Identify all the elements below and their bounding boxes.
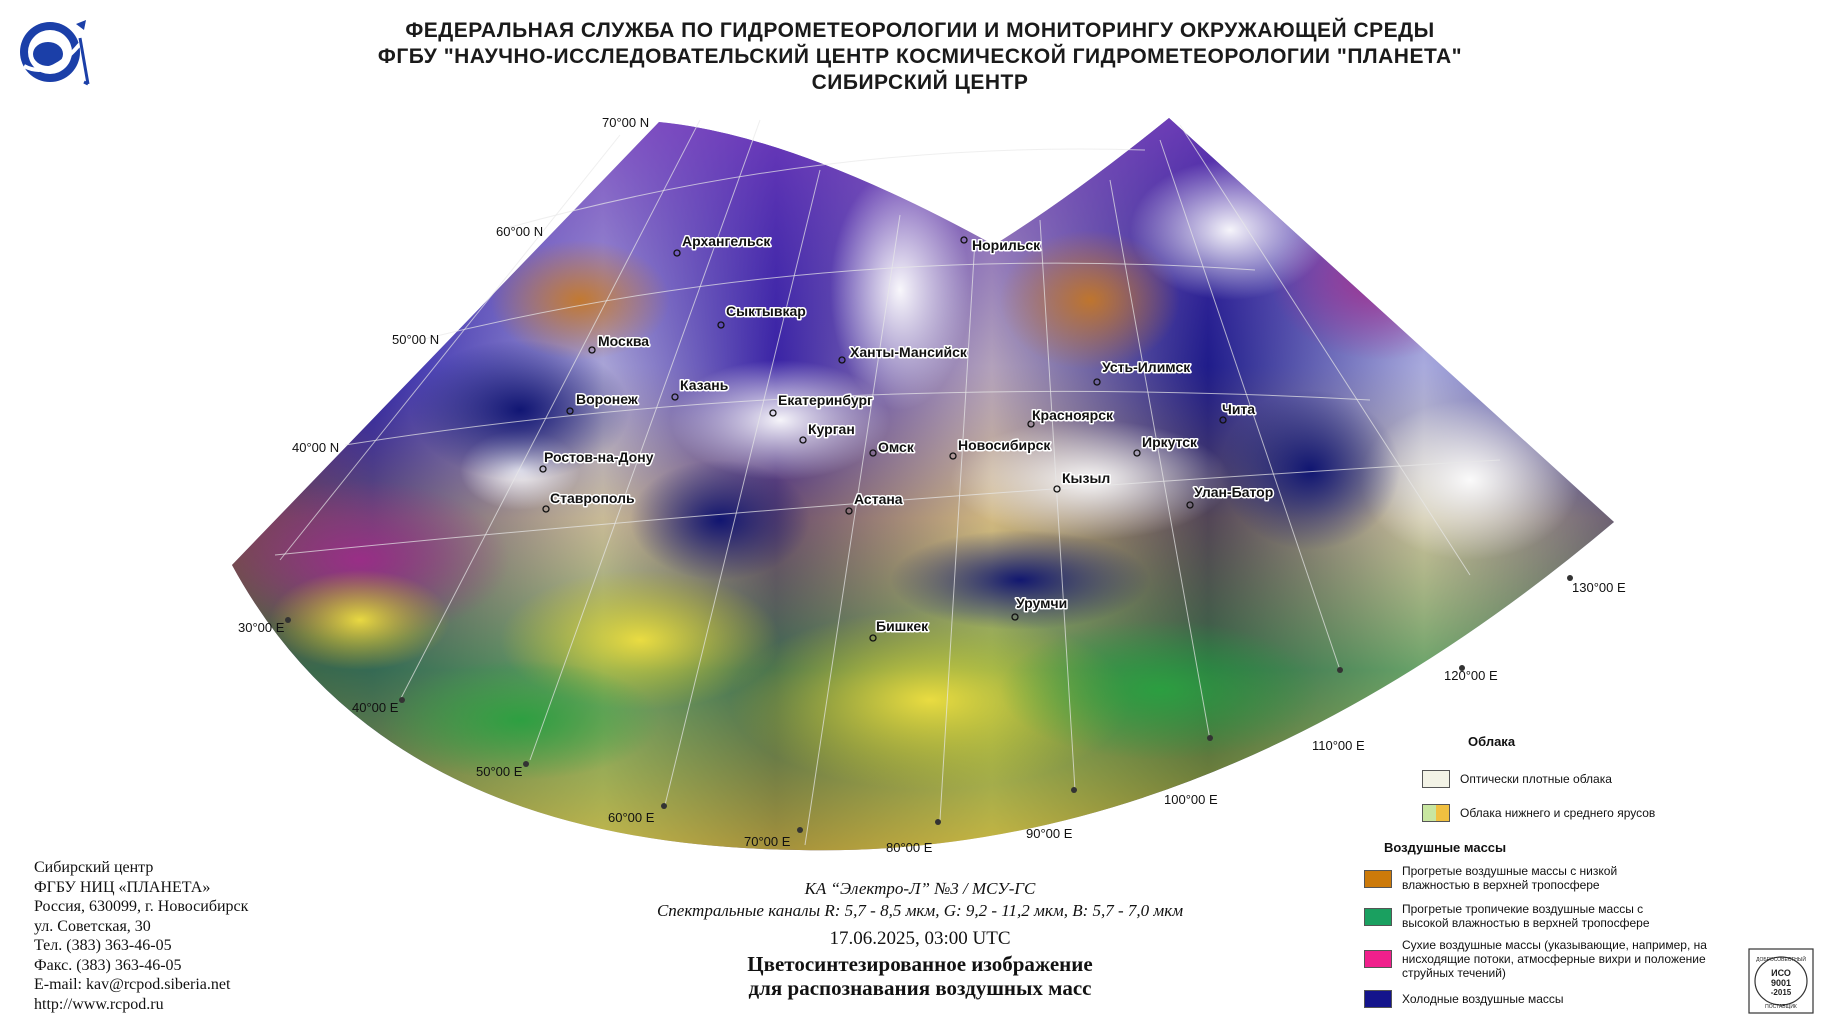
- city-label-krasnoyarsk: Красноярск: [1032, 407, 1114, 423]
- lat-label-60: 60°00 N: [496, 224, 543, 239]
- city-label-omsk: Омск: [878, 439, 915, 455]
- lon-label-120: 120°00 E: [1444, 668, 1498, 683]
- lat-label-70: 70°00 N: [602, 115, 649, 130]
- legend-swatch: [1422, 770, 1450, 788]
- legend-swatch: [1364, 950, 1392, 968]
- lon-label-30: 30°00 E: [238, 620, 285, 635]
- fax: Факс. (383) 363-46-05: [34, 956, 182, 974]
- legend-item-cold: Холодные воздушные массы: [1364, 990, 1564, 1008]
- legend-swatch: [1364, 990, 1392, 1008]
- city-label-khanty-mansiysk: Ханты-Мансийск: [850, 344, 968, 360]
- legend-item-low-mid-clouds: Облака нижнего и среднего ярусов: [1422, 804, 1655, 822]
- svg-text:9001: 9001: [1771, 978, 1791, 988]
- legend-label: Прогретые тропичекие воздушные массы с в…: [1402, 902, 1650, 930]
- city-label-ekaterinburg: Екатеринбург: [778, 392, 873, 408]
- city-markers: [539, 236, 1227, 642]
- observation-datetime: 17.06.2025, 03:00 UTC: [829, 928, 1011, 949]
- satellite-imagery: [232, 118, 1614, 851]
- city-label-astana: Астана: [854, 491, 903, 507]
- legend-item-warm-moist: Прогретые тропичекие воздушные массы с в…: [1364, 902, 1652, 930]
- svg-text:-2015: -2015: [1771, 988, 1792, 997]
- lon-label-50: 50°00 E: [476, 764, 523, 779]
- city-label-bishkek: Бишкек: [876, 618, 929, 634]
- lat-label-40: 40°00 N: [292, 440, 339, 455]
- graticule: [274, 119, 1501, 846]
- address-line: ФГБУ НИЦ «ПЛАНЕТА»: [34, 878, 211, 896]
- lon-label-100: 100°00 E: [1164, 792, 1218, 807]
- city-label-kazan: Казань: [680, 377, 729, 393]
- satellite-name: КА “Электро-Л” №3 / МСУ-ГС: [804, 879, 1036, 898]
- lon-label-40: 40°00 E: [352, 700, 399, 715]
- address-line: Сибирский центр: [34, 859, 154, 876]
- grid-end-markers: [285, 575, 1573, 833]
- legend-swatch: [1364, 870, 1392, 888]
- agency-header: ФЕДЕРАЛЬНАЯ СЛУЖБА ПО ГИДРОМЕТЕОРОЛОГИИ …: [260, 18, 1580, 96]
- legend-swatch: [1422, 804, 1450, 822]
- lon-label-130: 130°00 E: [1572, 580, 1626, 595]
- contact-address: Сибирский центр ФГБУ НИЦ «ПЛАНЕТА» Росси…: [34, 858, 248, 1014]
- city-label-syktyvkar: Сыктывкар: [726, 303, 806, 319]
- city-label-kurgan: Курган: [808, 421, 855, 437]
- svg-text:ДОБРОСОВЕСТНЫЙ: ДОБРОСОВЕСТНЫЙ: [1756, 955, 1806, 963]
- legend-swatch: [1364, 908, 1392, 926]
- legend-item-dry: Сухие воздушные массы (указывающие, напр…: [1364, 938, 1754, 980]
- legend-label: Оптически плотные облака: [1460, 772, 1612, 786]
- legend-label: Прогретые воздушные массы с низкой влажн…: [1402, 864, 1618, 892]
- phone: Тел. (383) 363-46-05: [34, 937, 172, 954]
- address-line: Россия, 630099, г. Новосибирск: [34, 898, 249, 915]
- lon-label-80: 80°00 E: [886, 840, 933, 855]
- product-title-line-1: Цветосинтезированное изображение: [747, 952, 1093, 976]
- lon-label-60: 60°00 E: [608, 810, 655, 825]
- city-label-arkhangelsk: Архангельск: [682, 233, 771, 249]
- city-label-norilsk: Норильск: [972, 237, 1041, 253]
- planeta-logo-icon: [14, 14, 90, 90]
- legend-item-warm-dry: Прогретые воздушные массы с низкой влажн…: [1364, 864, 1652, 892]
- iso-9001-badge-icon: ДОБРОСОВЕСТНЫЙ ИСО 9001 -2015 ПОСТАВЩИК: [1748, 948, 1814, 1014]
- city-label-novosibirsk: Новосибирск: [958, 437, 1051, 453]
- header-line-3: СИБИРСКИЙ ЦЕНТР: [811, 71, 1029, 94]
- legend-label: Сухие воздушные массы (указывающие, напр…: [1402, 938, 1707, 980]
- legend-airmass-title: Воздушные массы: [1384, 840, 1507, 855]
- lon-label-70: 70°00 E: [744, 834, 791, 849]
- website-link: http://www.rcpod.ru: [34, 995, 164, 1013]
- image-caption: КА “Электро-Л” №3 / МСУ-ГС Спектральные …: [560, 878, 1280, 1000]
- city-label-moscow: Москва: [598, 333, 649, 349]
- legend-clouds-title: Облака: [1468, 734, 1516, 749]
- lat-label-50: 50°00 N: [392, 332, 439, 347]
- address-line: ул. Советская, 30: [34, 917, 151, 935]
- legend-label: Облака нижнего и среднего ярусов: [1460, 806, 1656, 820]
- city-label-voronezh: Воронеж: [576, 391, 639, 407]
- lon-label-90: 90°00 E: [1026, 826, 1073, 841]
- city-label-urumqi: Урумчи: [1016, 595, 1067, 611]
- header-line-2: ФГБУ "НАУЧНО-ИССЛЕДОВАТЕЛЬСКИЙ ЦЕНТР КОС…: [377, 45, 1463, 68]
- city-label-rostov: Ростов-на-Дону: [544, 449, 654, 465]
- svg-text:ПОСТАВЩИК: ПОСТАВЩИК: [1765, 1004, 1797, 1010]
- legend-label: Холодные воздушные массы: [1402, 992, 1564, 1006]
- header-line-1: ФЕДЕРАЛЬНАЯ СЛУЖБА ПО ГИДРОМЕТЕОРОЛОГИИ …: [405, 19, 1435, 42]
- product-title-line-2: для распознавания воздушных масс: [748, 976, 1092, 1000]
- email: E-mail: kav@rcpod.siberia.net: [34, 976, 231, 993]
- city-label-ust-ilimsk: Усть-Илимск: [1102, 359, 1191, 375]
- city-label-stavropol: Ставрополь: [550, 490, 635, 506]
- svg-text:ИСО: ИСО: [1771, 968, 1791, 978]
- city-label-kyzyl: Кызыл: [1062, 470, 1110, 486]
- city-label-ulan-bator: Улан-Батор: [1194, 484, 1273, 500]
- legend-item-dense-clouds: Оптически плотные облака: [1422, 770, 1612, 788]
- spectral-channels: Спектральные каналы R: 5,7 - 8,5 мкм, G:…: [656, 901, 1184, 920]
- lon-label-110: 110°00 E: [1312, 738, 1365, 753]
- city-label-irkutsk: Иркутск: [1142, 434, 1198, 450]
- city-label-chita: Чита: [1222, 401, 1255, 417]
